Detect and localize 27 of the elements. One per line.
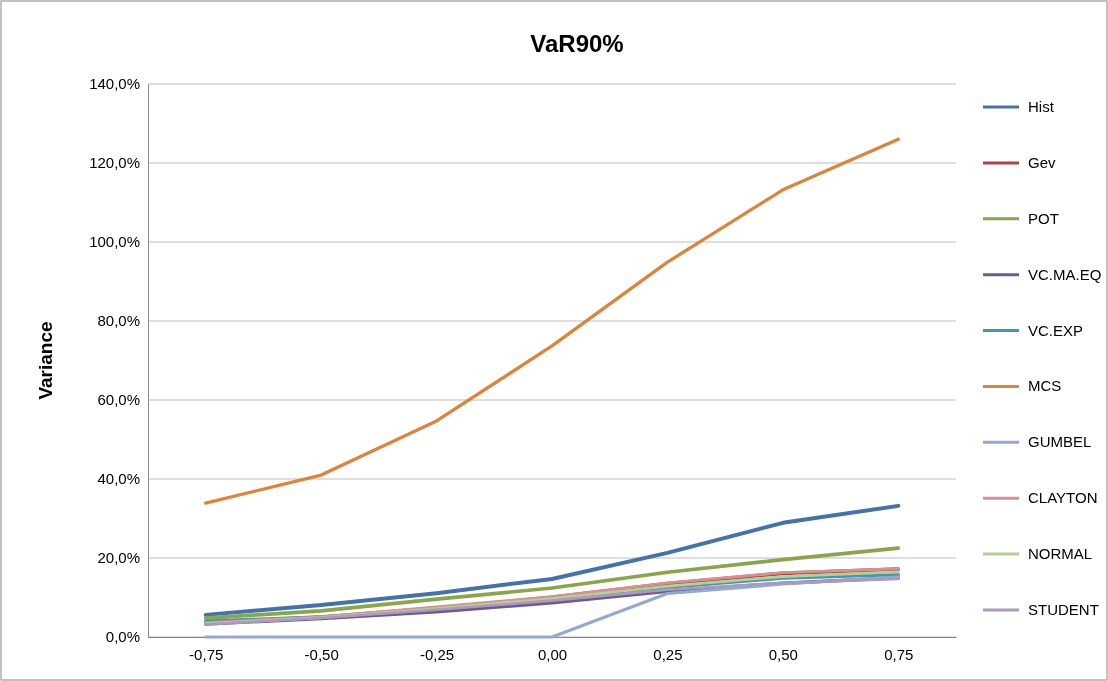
x-tick-label: -0,75 [189,645,224,663]
x-tick-label: 0,75 [884,645,914,663]
legend-label: VC.EXP [1028,321,1084,339]
y-tick-label: 100,0% [89,233,140,251]
legend-label: CLAYTON [1028,489,1098,507]
x-tick-label: 0,00 [537,645,568,663]
y-tick-label: 0,0% [105,628,140,646]
legend-label: Gev [1028,153,1057,171]
x-tick-label: -0,50 [304,645,339,663]
legend-label: MCS [1028,377,1062,395]
x-tick-label: 0,50 [768,645,798,663]
legend-label: VC.MA.EQ [1028,265,1102,283]
legend-label: Hist [1028,98,1055,115]
legend-label: NORMAL [1028,545,1093,563]
y-tick-label: 140,0% [89,75,140,93]
legend-label: POT [1028,209,1059,227]
y-tick-label: 20,0% [97,549,140,567]
y-tick-label: 60,0% [97,391,140,409]
legend-label: STUDENT [1028,601,1099,618]
y-axis-title: Variance [35,321,56,400]
legend-label: GUMBEL [1028,433,1092,451]
chart-title: VaR90% [530,30,624,57]
y-tick-label: 120,0% [89,154,140,172]
x-tick-label: -0,25 [419,645,455,663]
y-tick-label: 80,0% [97,312,140,330]
x-tick-label: 0,25 [653,645,683,663]
y-tick-label: 40,0% [97,470,140,488]
